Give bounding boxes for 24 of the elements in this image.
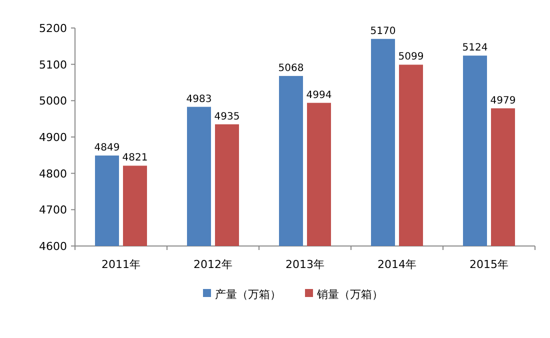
data-label: 4935 (214, 111, 240, 122)
data-label: 5124 (462, 42, 488, 54)
x-tick-label: 2014年 (378, 258, 416, 271)
x-tick-label: 2011年 (102, 258, 140, 271)
y-tick-label: 4700 (39, 204, 67, 217)
data-label: 5170 (370, 26, 396, 37)
y-tick-label: 4900 (39, 131, 67, 144)
x-tick-label: 2015年 (470, 258, 508, 271)
data-label: 5068 (278, 62, 304, 74)
data-label: 4983 (186, 94, 212, 105)
y-tick-label: 5000 (39, 94, 67, 108)
data-label: 5099 (398, 52, 424, 63)
legend-label: 产量（万箱） (215, 288, 281, 301)
y-tick-label: 5100 (39, 58, 67, 72)
data-label: 4994 (306, 90, 332, 101)
y-tick-label: 5200 (39, 22, 67, 35)
data-label: 4849 (94, 142, 120, 154)
data-label: 4821 (122, 152, 148, 164)
y-tick-label: 4800 (39, 167, 67, 180)
x-tick-label: 2013年 (286, 258, 324, 271)
x-tick-label: 2012年 (194, 258, 232, 271)
y-tick-label: 4600 (39, 240, 67, 253)
legend-label: 销量（万箱） (316, 288, 383, 301)
data-label: 4979 (490, 95, 516, 106)
